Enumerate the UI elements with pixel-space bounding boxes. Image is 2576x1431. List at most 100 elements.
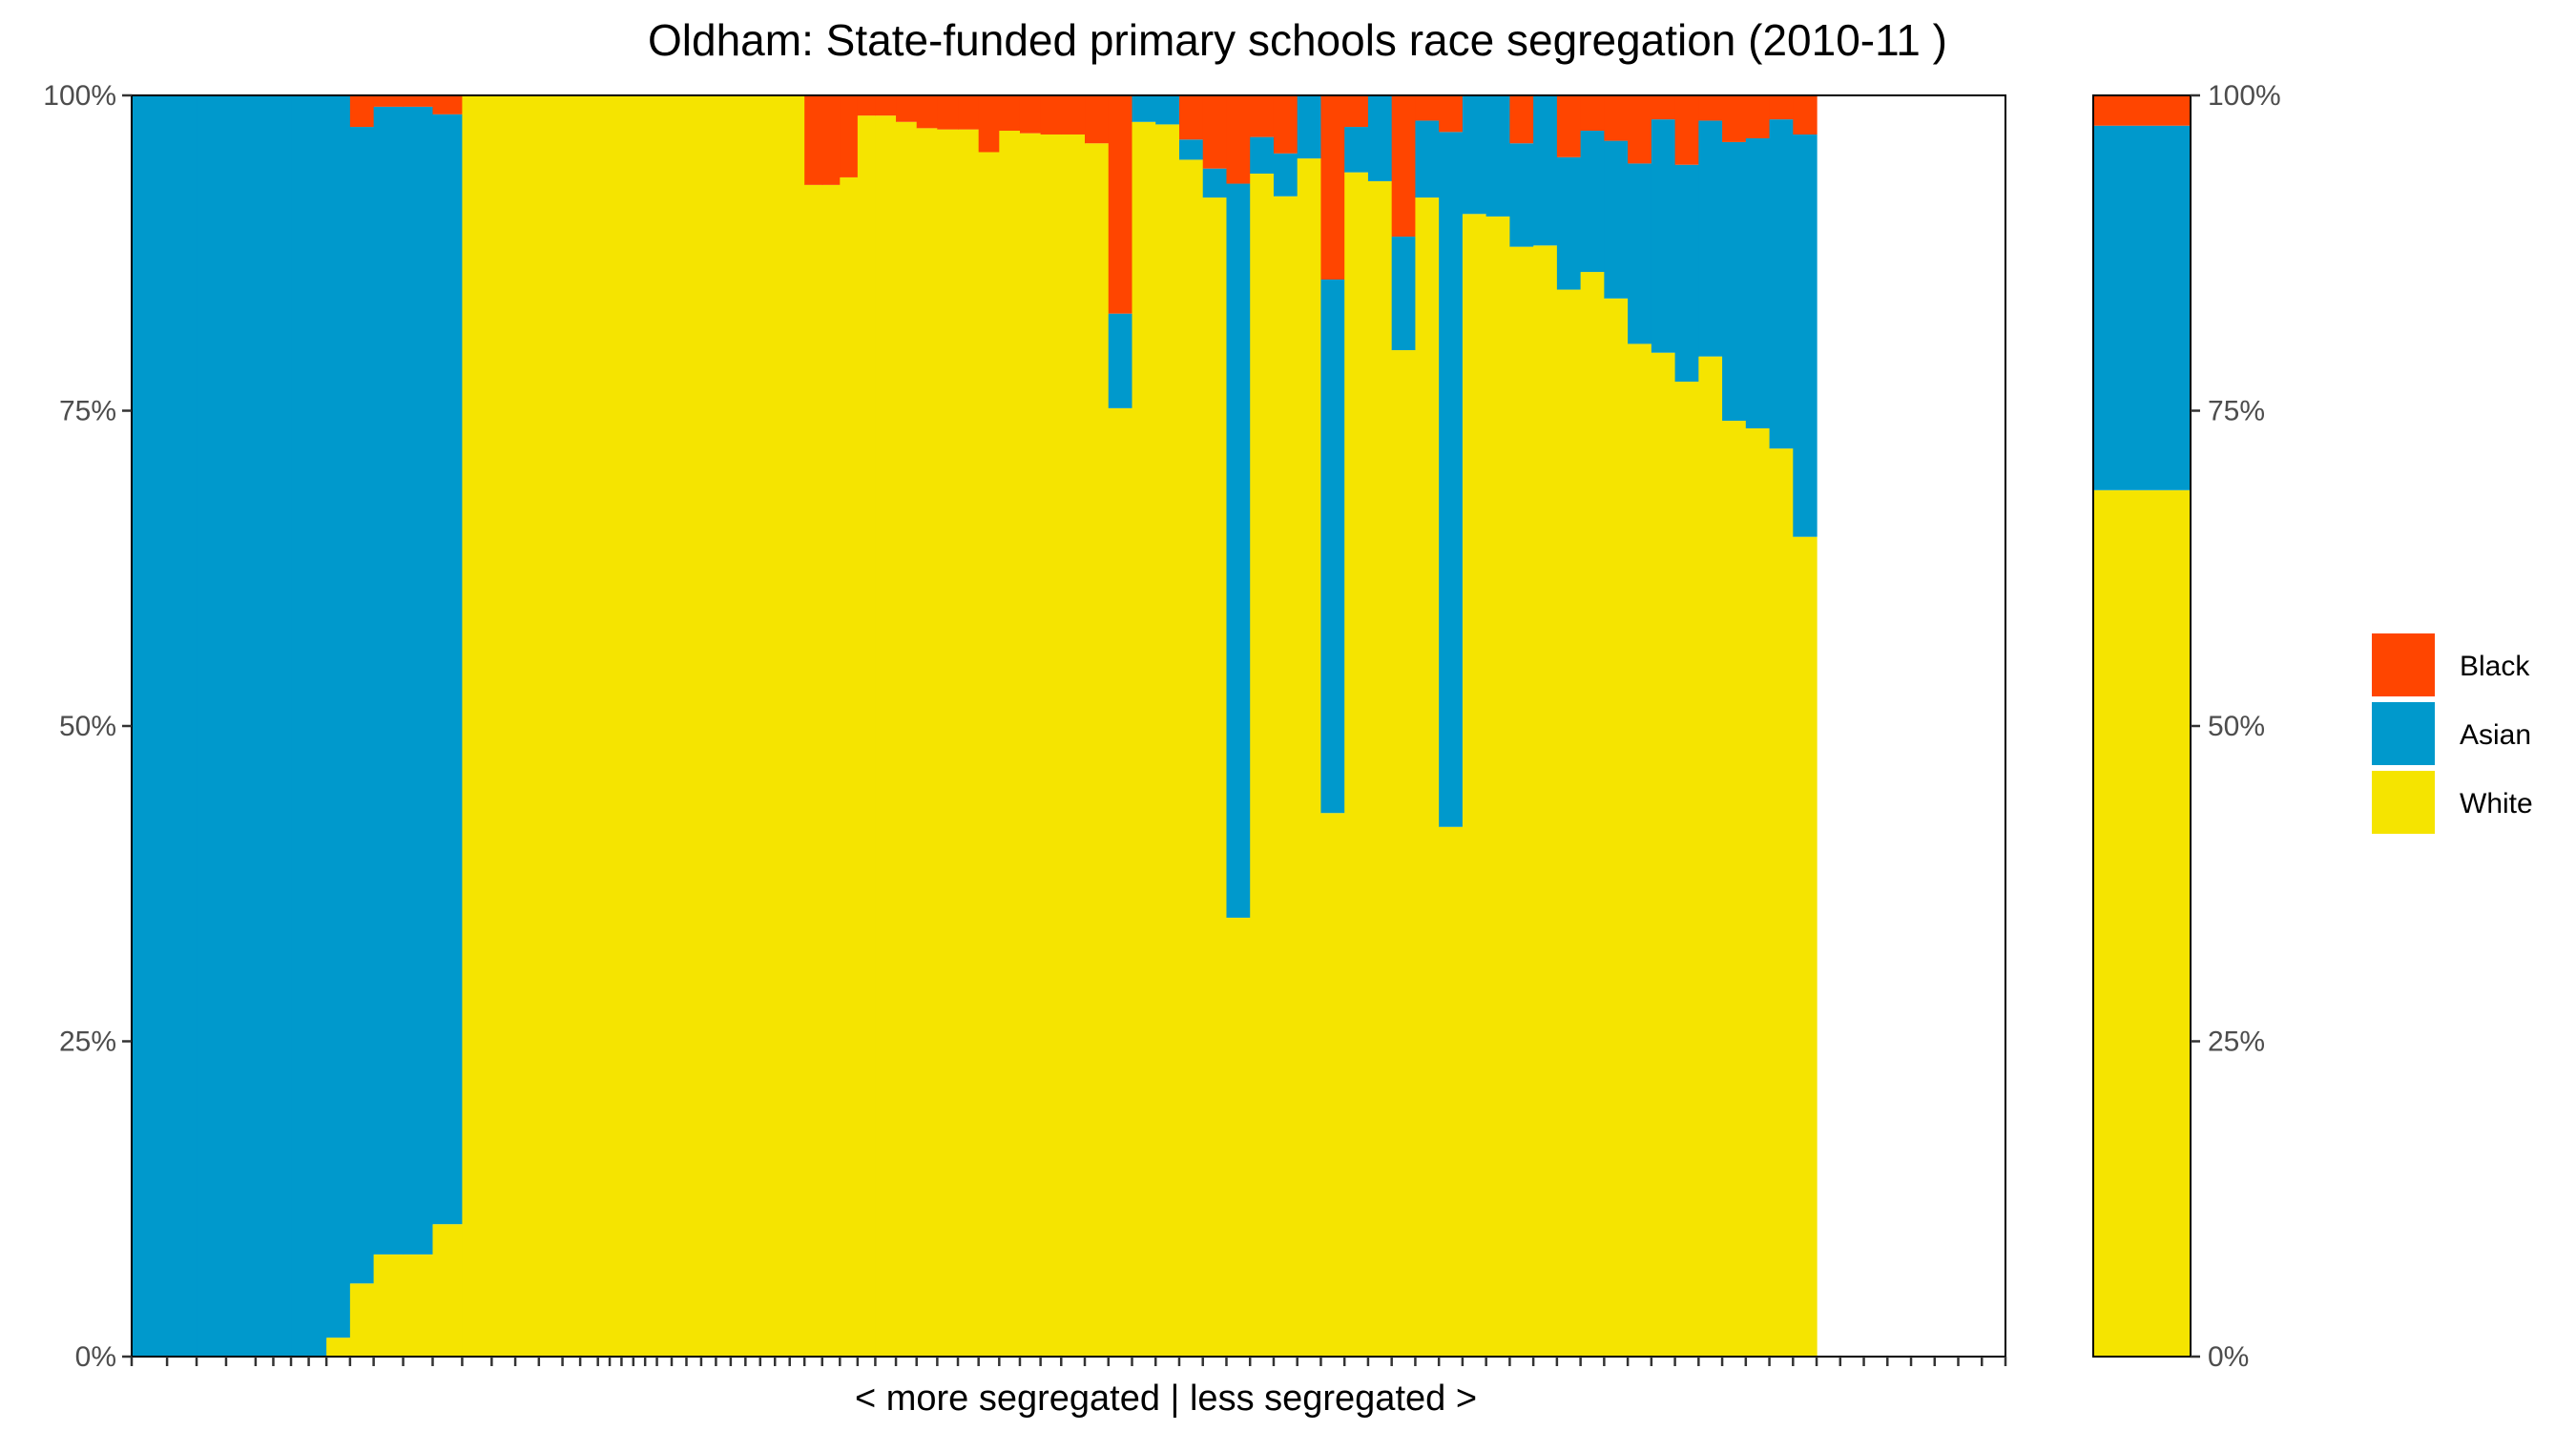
x-axis-ticks bbox=[130, 1357, 2007, 1366]
bar-segment-asian bbox=[273, 95, 292, 1357]
bar-segment-white bbox=[1320, 813, 1345, 1357]
y-tick-label-right: 25% bbox=[2208, 1027, 2265, 1058]
bar-segment-white bbox=[1793, 536, 1818, 1357]
bar-segment-white bbox=[1226, 917, 1251, 1357]
bar-segment-black bbox=[1439, 95, 1464, 133]
bar-segment-white bbox=[1533, 245, 1558, 1357]
bar-segment-white bbox=[1462, 214, 1487, 1357]
bar-segment-black bbox=[1674, 95, 1699, 165]
bar-segment-black bbox=[1415, 95, 1440, 121]
legend-label-white: White bbox=[2460, 788, 2533, 819]
overall-bar bbox=[2093, 95, 2191, 1357]
bar-segment-asian bbox=[1439, 132, 1464, 827]
y-tick-label-left: 25% bbox=[59, 1027, 116, 1058]
bar-segment-white bbox=[700, 95, 717, 1357]
bar-segment-white bbox=[775, 95, 791, 1357]
bar-segment-white bbox=[349, 1283, 375, 1357]
bar-segment-asian bbox=[255, 95, 275, 1357]
bar-segment-asian bbox=[403, 106, 434, 1255]
bar-segment-white bbox=[686, 95, 702, 1357]
bar-segment-asian bbox=[132, 95, 168, 1357]
bar-segment-white bbox=[1674, 382, 1699, 1358]
bar-segment-white bbox=[562, 95, 581, 1357]
bar-segment-asian bbox=[1250, 136, 1275, 174]
bar-segment-asian bbox=[326, 95, 351, 1338]
bar-segment-black bbox=[857, 95, 877, 116]
bar-segment-white bbox=[999, 131, 1021, 1357]
bar-segment-white bbox=[1155, 124, 1180, 1357]
bar-segment-black bbox=[804, 95, 823, 185]
bar-segment-white bbox=[875, 115, 897, 1357]
bar-segment-white bbox=[538, 95, 564, 1357]
bar-segment-white bbox=[621, 95, 634, 1357]
bar-segment-white bbox=[1509, 246, 1534, 1357]
bar-segment-black bbox=[1178, 95, 1204, 140]
bar-segment-white bbox=[937, 129, 959, 1358]
chart-title: Oldham: State-funded primary schools rac… bbox=[648, 15, 1947, 65]
legend-swatch-black bbox=[2372, 633, 2435, 696]
bar-segment-white bbox=[857, 115, 877, 1357]
bar-segment-white bbox=[326, 1338, 351, 1357]
bar-segment-asian bbox=[1462, 95, 1487, 215]
bar-segment-black bbox=[1604, 95, 1629, 141]
bar-segment-white bbox=[1085, 143, 1110, 1358]
bar-segment-black bbox=[1628, 95, 1652, 164]
bar-segment-asian bbox=[1297, 95, 1322, 159]
bar-segment-asian bbox=[1556, 156, 1582, 290]
y-tick-label-left: 0% bbox=[75, 1341, 116, 1373]
bar-segment-white bbox=[597, 95, 611, 1357]
bar-segment-white bbox=[1297, 158, 1322, 1358]
bar-segment-black bbox=[937, 95, 959, 130]
bar-segment-black bbox=[896, 95, 918, 122]
x-axis-label: < more segregated | less segregated > bbox=[855, 1379, 1477, 1419]
bar-segment-asian bbox=[1320, 280, 1345, 814]
bar-segment-asian bbox=[1202, 168, 1228, 198]
bar-segment-asian bbox=[1745, 137, 1771, 429]
y-tick-label-left: 100% bbox=[43, 80, 116, 112]
bar-segment-white bbox=[1698, 356, 1723, 1357]
bar-segment-asian bbox=[1391, 237, 1417, 351]
bar-segment-black bbox=[1745, 95, 1771, 138]
bar-segment-white bbox=[1745, 428, 1771, 1357]
bar-segment-white bbox=[1439, 826, 1464, 1357]
bar-segment-black bbox=[821, 95, 841, 185]
bar-segment-black bbox=[373, 95, 405, 107]
bar-segment-white bbox=[978, 152, 1000, 1358]
bar-segment-white bbox=[515, 95, 540, 1357]
bar-segment-black bbox=[916, 95, 938, 129]
bar-segment-black bbox=[1273, 95, 1298, 154]
bar-segment-white bbox=[1040, 134, 1062, 1358]
bar-segment-asian bbox=[1769, 119, 1794, 449]
bar-segment-white bbox=[1344, 172, 1369, 1357]
y-axis-left: 0% 25% 50% 75% 100% bbox=[43, 80, 132, 1373]
bar-segment-white bbox=[1061, 134, 1086, 1358]
bar-segment-white bbox=[1108, 407, 1133, 1357]
y-tick-label-right: 0% bbox=[2208, 1341, 2249, 1373]
bar-segment-black bbox=[875, 95, 897, 116]
school-bars bbox=[132, 95, 1818, 1358]
y-tick-label-right: 100% bbox=[2208, 80, 2281, 112]
bar-segment-white bbox=[840, 176, 859, 1358]
bar-segment-white bbox=[373, 1254, 405, 1357]
y-tick-label-right: 50% bbox=[2208, 711, 2265, 742]
bar-segment-black bbox=[403, 95, 434, 107]
bar-segment-black bbox=[1793, 95, 1818, 135]
legend: Black Asian White bbox=[2372, 633, 2533, 834]
bar-segment-asian bbox=[349, 127, 375, 1284]
bar-segment-white bbox=[1415, 197, 1440, 1358]
bar-segment-black bbox=[1344, 95, 1369, 128]
bar-segment-asian bbox=[1580, 131, 1605, 273]
y-tick-label-left: 50% bbox=[59, 711, 116, 742]
bar-segment-white bbox=[1178, 159, 1204, 1357]
bar-segment-white bbox=[1769, 448, 1794, 1357]
bar-segment-asian bbox=[1628, 163, 1652, 344]
overall-segment-asian bbox=[2093, 125, 2191, 490]
bar-segment-white bbox=[491, 95, 516, 1357]
bar-segment-black bbox=[1391, 95, 1417, 238]
bar-segment-white bbox=[1273, 196, 1298, 1357]
bar-segment-asian bbox=[1226, 183, 1251, 918]
bar-segment-black bbox=[958, 95, 980, 130]
legend-label-asian: Asian bbox=[2460, 719, 2531, 751]
bar-segment-asian bbox=[432, 114, 464, 1225]
